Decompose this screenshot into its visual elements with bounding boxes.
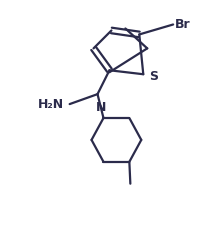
Text: Br: Br bbox=[175, 18, 191, 31]
Text: H₂N: H₂N bbox=[38, 98, 64, 111]
Text: S: S bbox=[149, 70, 158, 83]
Text: N: N bbox=[96, 101, 107, 114]
